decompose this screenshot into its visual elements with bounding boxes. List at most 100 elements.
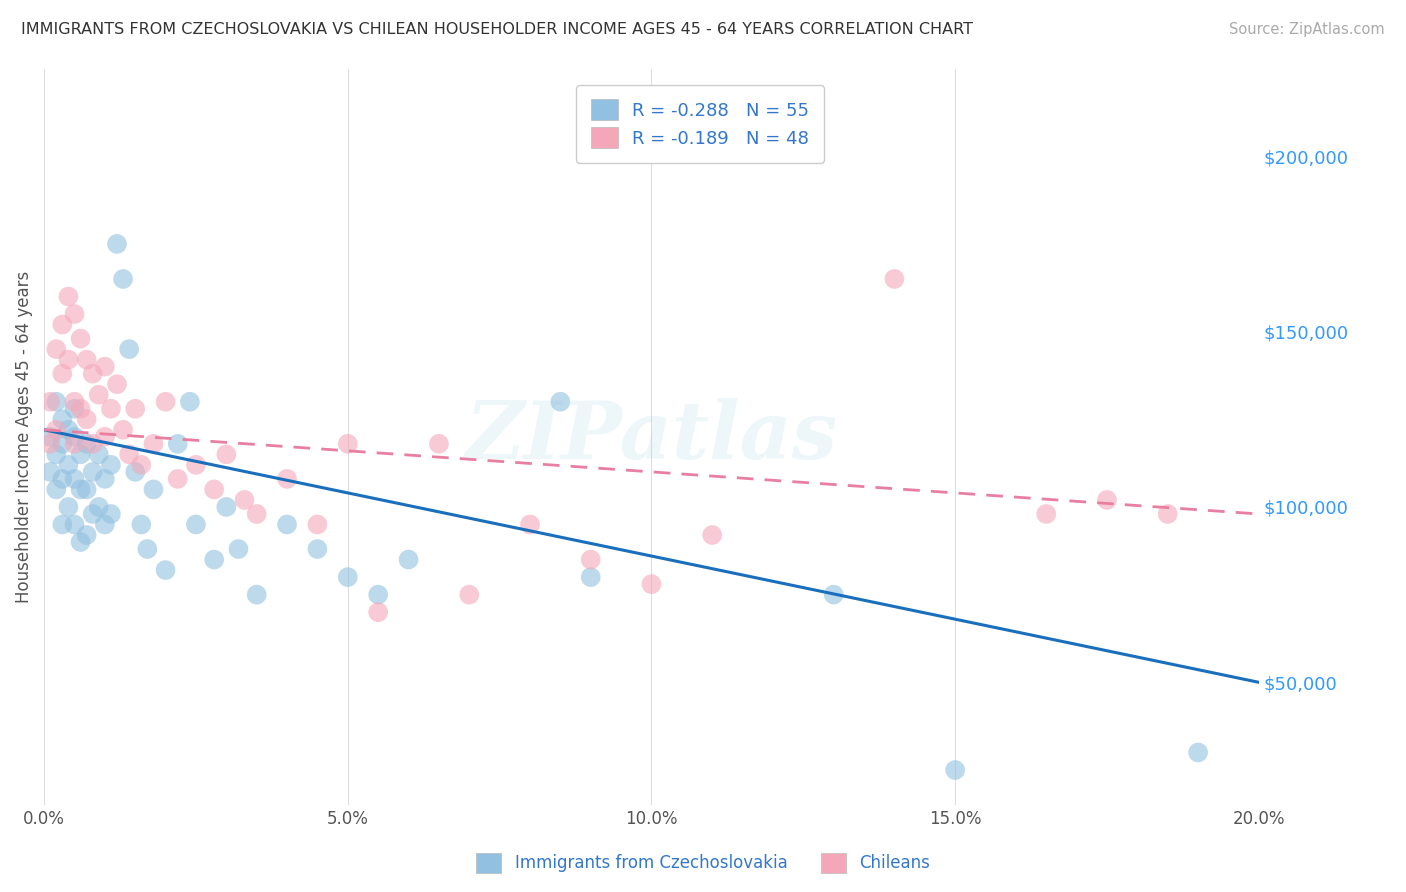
Point: [550, 394, 572, 409]
Point: [129, 517, 152, 532]
Point: [702, 528, 724, 542]
Point: [142, 437, 165, 451]
Point: [142, 483, 165, 497]
Point: [63, 472, 86, 486]
Point: [276, 472, 298, 486]
Point: [246, 588, 269, 602]
Point: [166, 472, 188, 486]
Point: [166, 437, 188, 451]
Point: [76, 412, 98, 426]
Point: [100, 458, 122, 472]
Point: [136, 542, 159, 557]
Point: [307, 542, 329, 557]
Point: [129, 458, 152, 472]
Point: [336, 570, 359, 584]
Point: [39, 394, 62, 409]
Point: [82, 437, 104, 451]
Point: [124, 465, 146, 479]
Text: IMMIGRANTS FROM CZECHOSLOVAKIA VS CHILEAN HOUSEHOLDER INCOME AGES 45 - 64 YEARS : IMMIGRANTS FROM CZECHOSLOVAKIA VS CHILEA…: [21, 22, 973, 37]
Point: [69, 332, 91, 346]
Point: [94, 472, 117, 486]
Point: [76, 483, 98, 497]
Text: Source: ZipAtlas.com: Source: ZipAtlas.com: [1229, 22, 1385, 37]
Point: [87, 500, 110, 514]
Point: [94, 517, 117, 532]
Point: [58, 352, 80, 367]
Point: [228, 542, 250, 557]
Point: [39, 465, 62, 479]
Point: [51, 437, 73, 451]
Point: [63, 307, 86, 321]
Point: [45, 342, 67, 356]
Point: [202, 483, 225, 497]
Point: [427, 437, 450, 451]
Point: [100, 401, 122, 416]
Point: [118, 447, 141, 461]
Point: [69, 447, 91, 461]
Point: [82, 367, 104, 381]
Point: [82, 507, 104, 521]
Point: [105, 377, 128, 392]
Point: [69, 483, 91, 497]
Point: [246, 507, 269, 521]
Point: [640, 577, 662, 591]
Point: [69, 401, 91, 416]
Point: [112, 272, 135, 286]
Point: [39, 437, 62, 451]
Point: [51, 412, 73, 426]
Point: [367, 588, 389, 602]
Point: [58, 423, 80, 437]
Point: [367, 605, 389, 619]
Point: [1157, 507, 1180, 521]
Point: [276, 517, 298, 532]
Legend: Immigrants from Czechoslovakia, Chileans: Immigrants from Czechoslovakia, Chileans: [470, 847, 936, 880]
Point: [76, 437, 98, 451]
Point: [51, 517, 73, 532]
Point: [63, 394, 86, 409]
Point: [45, 394, 67, 409]
Point: [179, 394, 201, 409]
Point: [51, 367, 73, 381]
Point: [63, 437, 86, 451]
Point: [45, 447, 67, 461]
Point: [1035, 507, 1057, 521]
Point: [215, 500, 238, 514]
Point: [58, 500, 80, 514]
Point: [943, 763, 966, 777]
Point: [94, 359, 117, 374]
Point: [76, 528, 98, 542]
Point: [184, 517, 207, 532]
Point: [45, 423, 67, 437]
Point: [233, 492, 256, 507]
Point: [118, 342, 141, 356]
Point: [87, 388, 110, 402]
Point: [215, 447, 238, 461]
Legend: R = -0.288   N = 55, R = -0.189   N = 48: R = -0.288 N = 55, R = -0.189 N = 48: [576, 85, 824, 162]
Point: [883, 272, 905, 286]
Point: [579, 552, 602, 566]
Point: [823, 588, 845, 602]
Point: [579, 570, 602, 584]
Point: [63, 430, 86, 444]
Point: [155, 394, 177, 409]
Point: [105, 236, 128, 251]
Point: [51, 472, 73, 486]
Point: [336, 437, 359, 451]
Text: ZIPatlas: ZIPatlas: [465, 398, 838, 475]
Point: [184, 458, 207, 472]
Point: [458, 588, 481, 602]
Point: [58, 289, 80, 303]
Point: [45, 483, 67, 497]
Point: [307, 517, 329, 532]
Point: [82, 465, 104, 479]
Point: [1095, 492, 1118, 507]
Point: [398, 552, 420, 566]
Point: [1187, 746, 1209, 760]
Point: [76, 352, 98, 367]
Point: [124, 401, 146, 416]
Point: [94, 430, 117, 444]
Point: [202, 552, 225, 566]
Point: [63, 401, 86, 416]
Point: [112, 423, 135, 437]
Point: [155, 563, 177, 577]
